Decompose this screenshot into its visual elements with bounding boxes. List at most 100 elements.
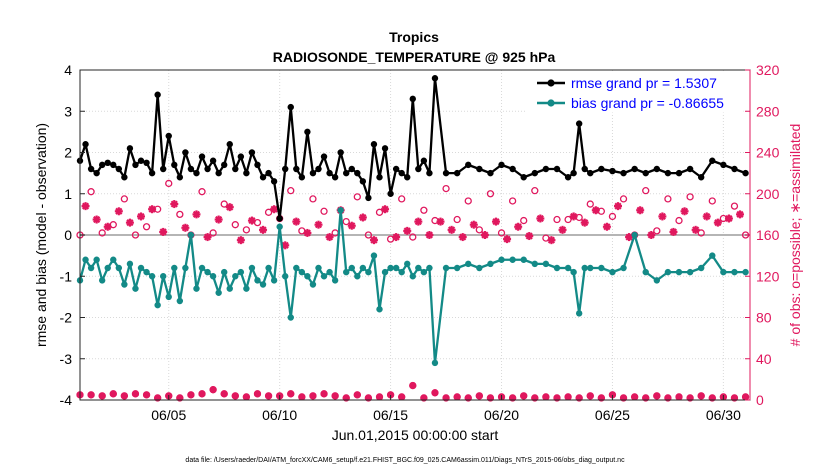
obs-low-assimilated-marker <box>231 392 239 400</box>
obs-assimilated-marker <box>81 202 90 211</box>
bias-point <box>575 310 583 317</box>
bias-point <box>165 293 172 301</box>
rmse-point <box>320 153 328 160</box>
obs-possible-marker <box>353 193 361 201</box>
obs-assimilated-marker <box>503 235 512 244</box>
obs-low-assimilated-marker <box>320 390 328 398</box>
bias-point <box>126 260 134 268</box>
bias-point <box>664 268 672 276</box>
rmse-point <box>354 169 361 177</box>
obs-low-assimilated-marker <box>298 393 306 401</box>
rmse-point <box>642 169 649 177</box>
y-tick-label: -4 <box>60 392 73 408</box>
bias-point <box>343 268 350 276</box>
obs-low-assimilated-marker <box>564 393 572 401</box>
rmse-point <box>159 165 167 173</box>
obs-assimilated-marker <box>469 220 478 229</box>
chart-title: Tropics <box>389 29 439 45</box>
bias-point <box>337 207 344 214</box>
rmse-point <box>370 141 378 148</box>
obs-assimilated-marker <box>325 233 334 242</box>
obs-possible-marker <box>708 197 716 205</box>
obs-assimilated-marker <box>680 207 689 216</box>
obs-low-assimilated-marker <box>631 393 639 401</box>
bias-point <box>243 285 250 292</box>
x-axis-label: Jun.01,2015 00:00:00 start <box>332 427 499 443</box>
x-tick-label: 06/20 <box>484 407 519 423</box>
bias-point <box>254 277 261 284</box>
axes: -4-3-2-1012340408012016020024028032006/0… <box>60 62 780 423</box>
y-tick-label: 1 <box>64 186 72 202</box>
obs-assimilated-marker <box>103 222 112 231</box>
bias-point <box>731 268 738 276</box>
obs-assimilated-marker <box>702 212 711 221</box>
y-tick-label: -1 <box>60 268 73 284</box>
obs-possible-marker <box>242 226 251 234</box>
bias-point <box>270 277 278 284</box>
rmse-point <box>121 174 128 181</box>
bias-point <box>370 252 378 259</box>
obs-possible-marker <box>730 202 739 210</box>
obs-assimilated-marker <box>580 218 589 227</box>
rmse-point <box>465 161 472 169</box>
obs-assimilated-marker <box>247 216 256 225</box>
bias-point <box>531 260 539 268</box>
obs-possible-marker <box>209 229 217 237</box>
bias-point <box>143 268 150 276</box>
bias-point <box>115 264 123 272</box>
data-file-footnote: data file: /Users/raeder/DAI/ATM_forcXX/… <box>185 457 625 464</box>
bias-line <box>78 209 746 365</box>
bias-point <box>171 264 178 272</box>
rmse-point <box>476 165 483 173</box>
rmse-point <box>420 157 428 164</box>
rmse-point <box>348 165 355 173</box>
rmse-point <box>387 190 394 197</box>
rmse-point <box>293 165 300 173</box>
bias-point <box>193 285 200 292</box>
rmse-point <box>143 159 150 167</box>
bias-point <box>148 273 156 280</box>
rmse-point <box>110 161 117 169</box>
rmse-point <box>198 153 206 160</box>
bias-point <box>387 264 394 272</box>
obs-possible-marker <box>453 215 461 224</box>
bias-point <box>137 264 145 272</box>
x-tick-label: 06/15 <box>373 407 408 423</box>
obs-possible-marker <box>653 227 661 235</box>
rmse-point <box>404 174 411 181</box>
bias-point <box>82 256 89 263</box>
bias-point <box>420 268 428 276</box>
bias-point <box>709 252 716 259</box>
bias-point <box>237 268 245 276</box>
y2-tick-label: 320 <box>756 62 780 78</box>
obs-possible-marker <box>553 215 561 224</box>
bias-point <box>326 268 333 276</box>
obs-possible-marker <box>231 221 239 229</box>
obs-low-assimilated-marker <box>131 390 139 398</box>
obs-possible-marker <box>531 187 539 195</box>
obs-assimilated-marker <box>270 205 279 214</box>
obs-assimilated-marker <box>369 236 378 245</box>
bias-point <box>87 264 95 272</box>
bias-point <box>93 256 100 263</box>
obs-possible-marker <box>619 195 628 203</box>
obs-low-assimilated-marker <box>87 391 95 399</box>
obs-possible-marker <box>486 190 495 198</box>
y-tick-label: 3 <box>64 103 72 119</box>
bias-point <box>98 277 106 284</box>
bias-point <box>259 281 267 288</box>
obs-possible-marker <box>642 187 650 195</box>
bias-point <box>359 264 367 272</box>
obs-possible-marker <box>165 179 173 188</box>
rmse-point <box>182 149 189 156</box>
rmse-point <box>609 167 616 175</box>
x-tick-label: 06/05 <box>151 407 186 423</box>
rmse-point <box>376 174 383 181</box>
bias-point <box>509 256 516 263</box>
x-tick-label: 06/30 <box>706 407 741 423</box>
bias-point <box>465 260 472 268</box>
obs-assimilated-marker <box>691 225 700 234</box>
obs-assimilated-marker <box>724 214 733 223</box>
rmse-point <box>304 128 311 136</box>
obs-low-assimilated-marker <box>265 392 273 400</box>
